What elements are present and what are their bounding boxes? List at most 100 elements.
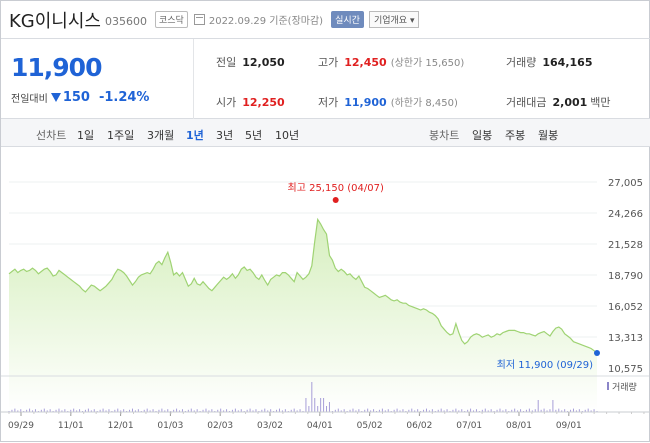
volume-bar [46,410,48,412]
period-10y[interactable]: 10년 [275,129,300,142]
volume-bar [73,408,75,412]
low-value: 11,900 [344,96,387,109]
high-label: 고가 [318,56,339,69]
candle-weekly[interactable]: 주봉 [505,129,526,142]
volume-bar [102,408,104,412]
volume-bar [58,408,60,412]
y-tick-label: 21,528 [608,240,643,251]
candle-chart-label: 봉차트 [429,129,460,142]
volume-bar [29,408,31,412]
volume-bar [537,400,539,412]
volume-bar [32,410,34,412]
volume-value: 164,165 [542,56,593,69]
high-marker [332,197,339,203]
volume-bar [179,410,181,412]
period-1w[interactable]: 1주일 [107,129,135,142]
volume-bar [90,410,92,412]
volume-bar [558,408,560,412]
volume-bar [64,409,66,412]
volume-bar [296,410,298,412]
x-tick-label: 09/29 [8,421,34,431]
realtime-button[interactable]: 실시간 [331,11,364,28]
volume-legend-swatch [607,382,609,390]
volume-bar [520,409,522,412]
volume-bar [220,408,222,412]
period-1y[interactable]: 1년 [186,129,204,142]
volume-bar [543,408,545,412]
x-tick-label: 12/01 [108,421,134,431]
company-overview-dropdown[interactable]: 기업개요 ▾ [368,11,420,28]
volume-bar [79,409,81,412]
change-amount: 150 [62,90,90,105]
prev-close: 전일 12,050 [216,54,285,70]
volume-bar [240,409,242,412]
volume-bar [211,409,213,412]
volume-bar [572,408,574,412]
volume-bar [373,409,375,412]
volume-bar [487,410,489,412]
period-5y[interactable]: 5년 [245,129,263,142]
candle-daily[interactable]: 일봉 [472,129,493,142]
volume-bar [11,409,13,412]
volume-bar [437,409,439,412]
volume-bar [578,409,580,412]
volume-bar [326,406,328,412]
amount-unit: 백만 [590,96,611,109]
stock-name[interactable]: KG이니시스 [9,10,101,32]
volume-bar [384,410,386,412]
y-tick-label: 27,005 [608,178,643,189]
volume-bar [49,409,51,412]
volume-bar [534,409,536,412]
period-1d[interactable]: 1일 [77,129,95,142]
volume-bar [490,409,492,412]
volume-bar [314,398,316,412]
volume-bar [131,408,133,412]
candle-monthly[interactable]: 월봉 [538,129,559,142]
line-chart-label: 선차트 [36,129,67,142]
low-price: 저가 11,900 (하한가 8,450) [318,94,458,110]
volume-bar [34,409,36,412]
x-tick-label: 09/01 [556,421,582,431]
volume-bar [408,409,410,412]
y-tick-label: 16,052 [608,302,643,313]
prev-close-value: 12,050 [242,56,285,69]
upper-limit: (상한가 15,650) [390,58,465,69]
volume-bar [196,409,198,412]
base-date: 2022.09.29 기준(장마감) [208,16,324,27]
period-bar: 선차트 1일 1주일 3개월 1년 3년 5년 10년 봉차트 일봉 주봉 월봉 [1,119,650,147]
volume-bar [552,400,554,412]
prev-close-label: 전일 [216,56,237,69]
volume-bar [320,398,322,412]
trade-amount: 거래대금 2,001 백만 [506,94,617,110]
price-chart[interactable]: 27,005 24,266 21,528 18,790 16,052 13,313 10,5… [1,148,650,443]
volume-bar [461,409,463,412]
volume-bar [120,410,122,412]
volume-bar [99,409,101,412]
volume-bar [473,410,475,412]
volume-bar [187,409,189,412]
price-chart-svg: 27,005 24,266 21,528 18,790 16,052 13,313 10,5… [1,178,649,431]
volume-bar [76,410,78,412]
volume-bar [20,409,22,412]
period-3y[interactable]: 3년 [216,129,234,142]
volume-bar [381,408,383,412]
volume-bar [173,409,175,412]
period-3m[interactable]: 3개월 [147,129,175,142]
volume-bar [143,409,145,412]
volume-bar [328,402,330,412]
volume-bar [231,409,233,412]
volume-bar [555,409,557,412]
volume-bar [276,409,278,412]
x-tick-label: 03/02 [257,421,283,431]
volume-bar [475,409,477,412]
volume-bar [349,409,351,412]
volume-bar [343,409,345,412]
volume-bar [255,409,257,412]
company-overview-label: 기업개요 [373,16,408,26]
volume-bar [431,409,433,412]
volume-bar [514,408,516,412]
volume-bar [367,408,369,412]
volume-bar [299,409,301,412]
price-area [9,219,597,412]
